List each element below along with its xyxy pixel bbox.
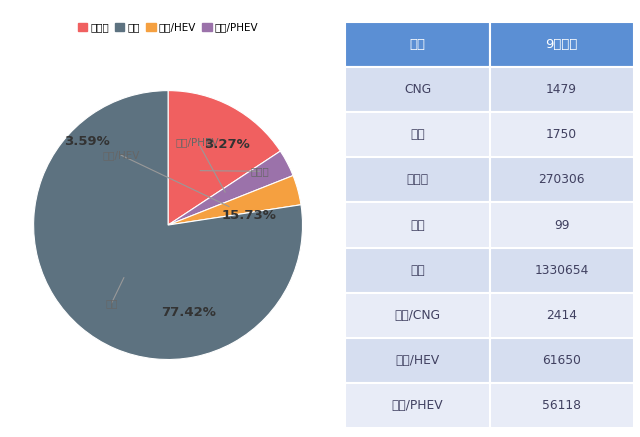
Text: 99: 99 (554, 218, 570, 232)
FancyBboxPatch shape (490, 202, 634, 248)
FancyBboxPatch shape (490, 383, 634, 428)
Text: 2414: 2414 (546, 309, 577, 322)
Wedge shape (168, 90, 280, 225)
FancyBboxPatch shape (490, 112, 634, 157)
FancyBboxPatch shape (346, 157, 490, 202)
Text: 甲醇: 甲醇 (410, 218, 425, 232)
Wedge shape (34, 90, 303, 360)
Text: 汽油/PHEV: 汽油/PHEV (176, 137, 220, 147)
Text: 3.27%: 3.27% (204, 138, 250, 151)
FancyBboxPatch shape (490, 157, 634, 202)
Text: 56118: 56118 (542, 399, 581, 412)
Legend: 纯电动, 汽油, 汽油/HEV, 汽油/PHEV: 纯电动, 汽油, 汽油/HEV, 汽油/PHEV (74, 18, 263, 37)
Text: 77.42%: 77.42% (161, 306, 216, 319)
FancyBboxPatch shape (346, 112, 490, 157)
Text: 汽油/HEV: 汽油/HEV (102, 150, 140, 160)
Text: CNG: CNG (404, 83, 431, 96)
FancyBboxPatch shape (346, 248, 490, 293)
Text: 汽油: 汽油 (410, 264, 425, 277)
Text: 9月销量: 9月销量 (545, 38, 578, 51)
FancyBboxPatch shape (490, 293, 634, 338)
Text: 汽油: 汽油 (106, 298, 118, 308)
FancyBboxPatch shape (490, 22, 634, 67)
Text: 柴油: 柴油 (410, 128, 425, 141)
Text: 1330654: 1330654 (534, 264, 589, 277)
FancyBboxPatch shape (346, 22, 490, 67)
Text: 汽油/CNG: 汽油/CNG (394, 309, 440, 322)
Text: 汽油/PHEV: 汽油/PHEV (392, 399, 444, 412)
Wedge shape (168, 151, 293, 225)
Text: 纯电动: 纯电动 (406, 173, 429, 187)
Text: 15.73%: 15.73% (221, 209, 276, 222)
FancyBboxPatch shape (346, 202, 490, 248)
Text: 3.59%: 3.59% (65, 135, 110, 148)
FancyBboxPatch shape (490, 338, 634, 383)
FancyBboxPatch shape (346, 338, 490, 383)
Text: 1750: 1750 (546, 128, 577, 141)
Text: 1479: 1479 (546, 83, 577, 96)
FancyBboxPatch shape (346, 383, 490, 428)
Text: 61650: 61650 (542, 354, 581, 367)
FancyBboxPatch shape (490, 67, 634, 112)
Text: 分类: 分类 (410, 38, 426, 51)
FancyBboxPatch shape (490, 248, 634, 293)
Text: 270306: 270306 (538, 173, 585, 187)
Text: 纯电动: 纯电动 (250, 166, 269, 176)
Wedge shape (168, 176, 301, 225)
FancyBboxPatch shape (346, 293, 490, 338)
FancyBboxPatch shape (346, 67, 490, 112)
Text: 汽油/HEV: 汽油/HEV (396, 354, 440, 367)
